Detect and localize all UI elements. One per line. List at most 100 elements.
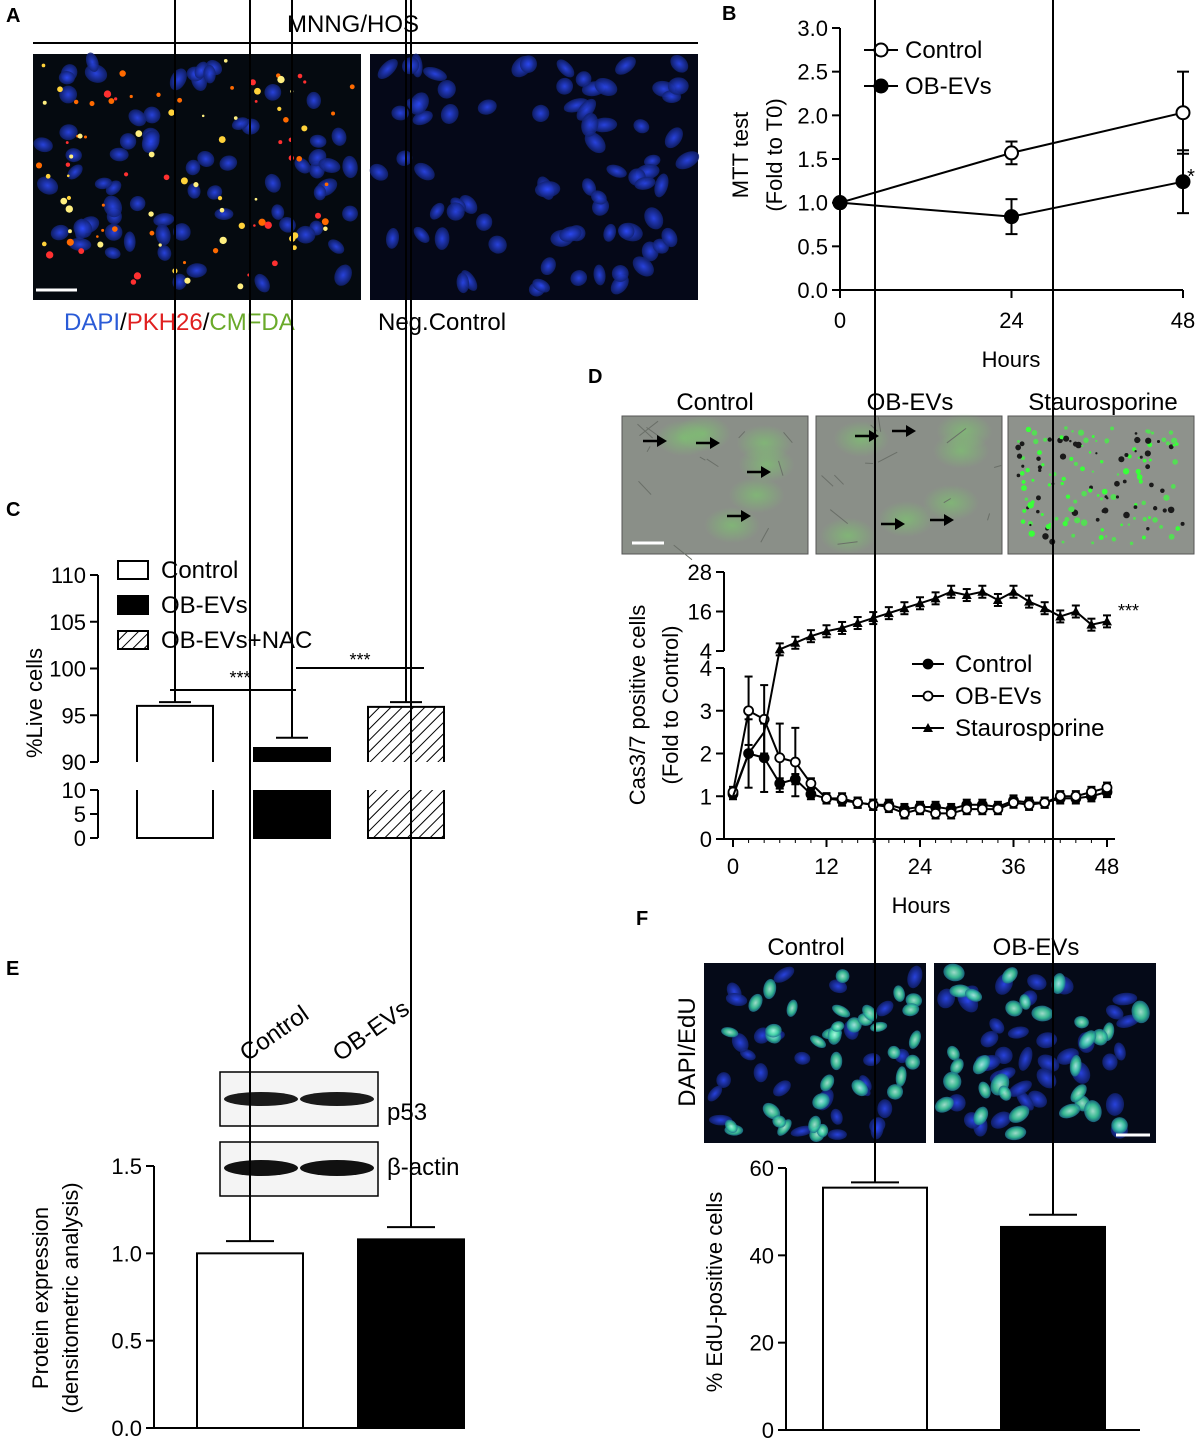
y-tick-label: 1.5	[797, 147, 828, 172]
cell-nucleus	[203, 64, 216, 84]
vesicle-dot	[1016, 453, 1023, 459]
cell-edge	[877, 451, 898, 463]
vesicle-dot	[1141, 535, 1146, 540]
y-axis-label: Cas3/7 positive cells	[625, 605, 650, 806]
cell-nucleus	[786, 999, 798, 1017]
cell-nucleus	[810, 1035, 826, 1049]
cell-nucleus	[831, 1021, 845, 1032]
vesicle-dot	[1071, 430, 1074, 433]
vesicle-dot	[291, 245, 297, 251]
y-axis-label: %Live cells	[22, 648, 47, 758]
vesicle-dot	[1101, 488, 1108, 495]
arrow-head	[906, 425, 916, 437]
cell-nucleus	[1008, 1105, 1030, 1123]
legend-label: Control	[955, 651, 1032, 678]
legend-swatch	[117, 595, 149, 615]
vesicle-dot	[65, 162, 71, 167]
bar-ob-evs	[253, 0, 331, 839]
vesicle-dot	[1048, 473, 1052, 476]
vesicle-dot	[1168, 430, 1174, 435]
data-point	[1175, 174, 1191, 190]
cell-nucleus	[812, 1093, 830, 1110]
vesicle-dot	[83, 135, 88, 139]
vesicle-dot	[1110, 494, 1117, 501]
f-label-obevs: OB-EVs	[993, 934, 1080, 961]
vesicle-dot	[1163, 494, 1170, 501]
vesicle-dot	[65, 141, 69, 144]
vesicle-dot	[254, 197, 258, 201]
legend-pkh26: PKH26	[127, 309, 203, 336]
vesicle-dot	[1134, 432, 1138, 435]
vesicle-dot	[1065, 494, 1071, 499]
cell-nucleus	[820, 1074, 835, 1092]
cell-nucleus	[1031, 1005, 1054, 1022]
cell-edge	[877, 417, 882, 432]
cell-nucleus	[128, 109, 147, 127]
vesicle-dot	[1059, 435, 1064, 440]
vesicle-dot	[1165, 441, 1170, 446]
vesicle-dot	[1142, 516, 1147, 522]
bar-ob-evs	[1000, 0, 1106, 1431]
x-tick-label: 0	[727, 854, 739, 879]
cell-glow	[922, 484, 979, 521]
panel-f-letter: F	[636, 908, 648, 930]
cell-edge	[638, 480, 652, 495]
y-tick-label: 60	[750, 1156, 774, 1181]
cell-nucleus	[1069, 1055, 1082, 1077]
panel-c-letter: C	[6, 499, 20, 521]
data-point	[1008, 586, 1019, 596]
cell-nucleus	[830, 1051, 843, 1071]
cell-nucleus	[582, 178, 597, 196]
cell-nucleus	[721, 1027, 739, 1038]
cell-nucleus	[1084, 1100, 1102, 1123]
cell-nucleus	[143, 106, 161, 124]
data-point	[758, 752, 770, 764]
cell-nucleus	[990, 1111, 1012, 1129]
data-point	[805, 778, 817, 789]
vesicle-dot	[73, 99, 79, 105]
vesicle-dot	[148, 211, 154, 217]
y-tick-label: 1.0	[111, 1241, 142, 1266]
cell-nucleus	[1036, 1068, 1057, 1089]
vesicle-dot	[1129, 541, 1134, 546]
legend-marker	[922, 658, 934, 670]
cell-nucleus	[633, 119, 650, 134]
significance-marker: ***	[349, 650, 370, 670]
vesicle-dot	[223, 58, 228, 63]
vesicle-dot	[1168, 444, 1174, 450]
vesicle-dot	[1098, 535, 1104, 541]
vesicle-dot	[254, 87, 261, 95]
cell-nucleus	[618, 223, 635, 240]
data-point	[837, 622, 848, 632]
vesicle-dot	[1124, 452, 1129, 458]
micrograph-neg-control	[369, 53, 700, 300]
vesicle-dot	[1088, 451, 1092, 454]
cell-nucleus	[832, 1004, 851, 1018]
vesicle-dot	[41, 241, 47, 247]
cell-nucleus	[570, 270, 588, 286]
series-ob-evs	[832, 149, 1191, 236]
y-tick-label: 16	[688, 600, 712, 625]
vesicle-dot	[283, 116, 289, 123]
vesicle-dot	[1172, 459, 1178, 465]
vesicle-dot	[1069, 439, 1072, 443]
y-tick-label: 2	[700, 742, 712, 767]
data-point	[1024, 596, 1035, 606]
vesicle-dot	[1141, 500, 1147, 506]
vesicle-dot	[1073, 461, 1078, 466]
vesicle-dot	[1095, 439, 1098, 443]
x-tick-label: 36	[1001, 854, 1025, 879]
data-point	[914, 803, 926, 815]
data-point	[945, 807, 957, 819]
vesicle-dot	[1149, 482, 1154, 488]
vesicle-dot	[1118, 456, 1125, 463]
y-tick-label: 0.0	[111, 1416, 142, 1441]
vesicle-dot	[1095, 452, 1098, 455]
cell-nucleus	[37, 176, 59, 195]
cell-nucleus	[876, 1000, 894, 1017]
panel-d: D Control OB-EVs Staurosporine 012344162…	[588, 366, 1195, 918]
cell-edge	[821, 475, 834, 487]
legend-sep-2: /	[203, 309, 210, 336]
y-axis-label: Protein expression	[28, 1207, 53, 1389]
